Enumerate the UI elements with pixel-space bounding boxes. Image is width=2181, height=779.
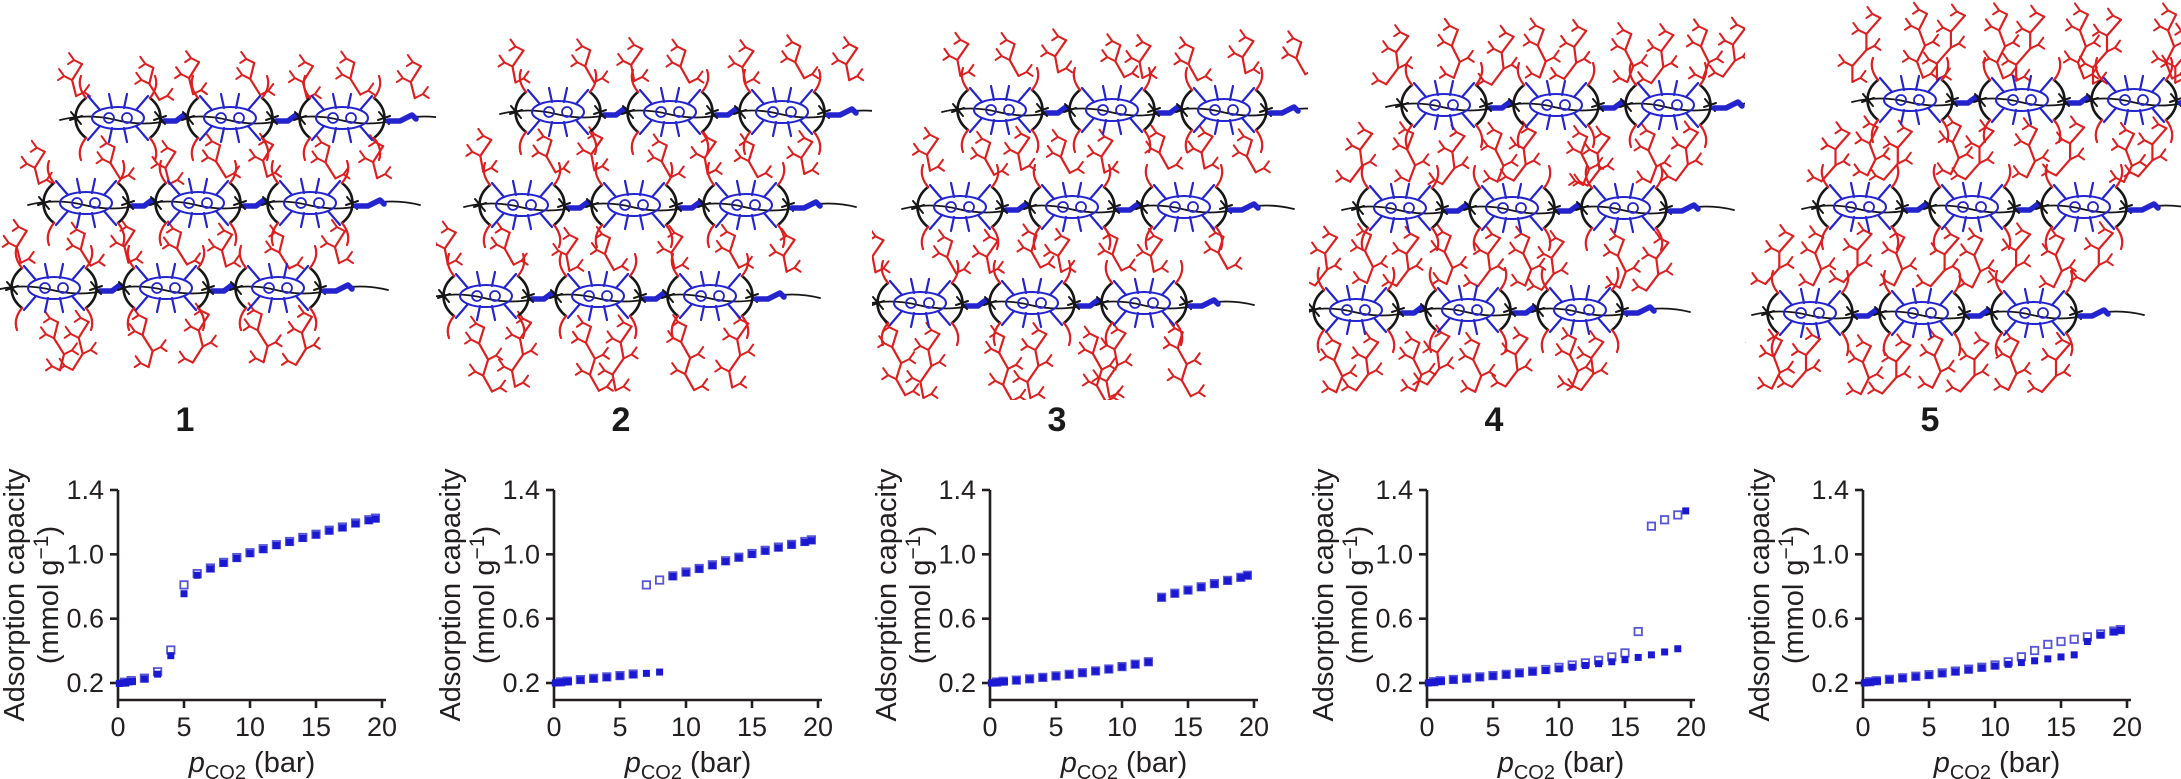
- svg-text:1.4: 1.4: [1811, 475, 1849, 505]
- svg-text:0.6: 0.6: [1375, 604, 1413, 634]
- svg-text:5: 5: [1048, 712, 1063, 742]
- svg-text:1.0: 1.0: [66, 539, 104, 569]
- svg-text:0.6: 0.6: [1811, 604, 1849, 634]
- svg-text:1.4: 1.4: [938, 475, 976, 505]
- svg-text:1.0: 1.0: [938, 539, 976, 569]
- svg-text:Adsorption capacity: Adsorption capacity: [872, 468, 903, 722]
- svg-text:pCO2 (bar): pCO2 (bar): [1060, 747, 1188, 779]
- svg-text:15: 15: [1173, 712, 1203, 742]
- adsorption-isotherm-chart-1: 0.2 0.6 1.0 1.4 0 5 10 15 20 pCO2 (bar) Adsorption…: [0, 468, 397, 779]
- svg-text:1.4: 1.4: [1375, 475, 1413, 505]
- svg-text:5: 5: [612, 712, 627, 742]
- svg-text:pCO2 (bar): pCO2 (bar): [188, 747, 316, 779]
- panel-label-1: 1: [175, 401, 195, 439]
- svg-text:0.2: 0.2: [1375, 668, 1413, 698]
- crystal-structure-2: [436, 34, 872, 393]
- adsorption-isotherm-chart-5: 0.2 0.6 1.0 1.4 0 5 10 15 20 pCO2 (bar) Adsorption…: [1745, 468, 2142, 779]
- panel-label-4: 4: [1484, 401, 1504, 439]
- crystal-structure-1: [0, 50, 436, 372]
- svg-text:0.2: 0.2: [66, 668, 104, 698]
- svg-text:pCO2 (bar): pCO2 (bar): [624, 747, 752, 779]
- svg-text:0: 0: [546, 712, 561, 742]
- svg-text:5: 5: [176, 712, 191, 742]
- svg-text:0.2: 0.2: [1811, 668, 1849, 698]
- svg-text:15: 15: [301, 712, 331, 742]
- panel-1: 1 0.2 0.6 1.0 1.4 0 5 10 15 20 pCO2 (bar) Adsorpti…: [0, 0, 436, 779]
- svg-text:10: 10: [235, 712, 265, 742]
- svg-text:15: 15: [1610, 712, 1640, 742]
- svg-text:20: 20: [1676, 712, 1706, 742]
- svg-text:15: 15: [737, 712, 767, 742]
- svg-text:10: 10: [1544, 712, 1574, 742]
- adsorption-isotherm-chart-4: 0.2 0.6 1.0 1.4 0 5 10 15 20 pCO2 (bar) Adsorption…: [1309, 468, 1706, 779]
- panel-2: 2 0.2 0.6 1.0 1.4 0 5 10 15 20 pCO2 (bar) Adsorpti…: [436, 0, 872, 779]
- svg-text:0: 0: [982, 712, 997, 742]
- svg-text:(mmol g−1): (mmol g−1): [466, 526, 501, 664]
- crystal-structure-5: [1745, 1, 2181, 396]
- panel-5: 5 0.2 0.6 1.0 1.4 0 5 10 15 20 pCO2 (bar) Adsorpti…: [1745, 0, 2181, 779]
- svg-text:0.6: 0.6: [938, 604, 976, 634]
- svg-text:1.0: 1.0: [1375, 539, 1413, 569]
- svg-text:Adsorption capacity: Adsorption capacity: [436, 468, 467, 722]
- svg-text:Adsorption capacity: Adsorption capacity: [1745, 468, 1776, 722]
- svg-text:10: 10: [1980, 712, 2010, 742]
- crystal-structure-3: [872, 28, 1308, 400]
- panel-label-2: 2: [611, 401, 631, 439]
- svg-text:15: 15: [2046, 712, 2076, 742]
- svg-text:20: 20: [803, 712, 833, 742]
- svg-text:0.2: 0.2: [502, 668, 540, 698]
- svg-text:1.0: 1.0: [502, 539, 540, 569]
- svg-text:10: 10: [1107, 712, 1137, 742]
- svg-text:(mmol g−1): (mmol g−1): [30, 526, 65, 664]
- svg-text:20: 20: [367, 712, 397, 742]
- svg-text:5: 5: [1921, 712, 1936, 742]
- svg-text:(mmol g−1): (mmol g−1): [902, 526, 937, 664]
- svg-text:1.0: 1.0: [1811, 539, 1849, 569]
- svg-text:1.4: 1.4: [66, 475, 104, 505]
- panel-label-3: 3: [1047, 401, 1067, 439]
- svg-text:Adsorption capacity: Adsorption capacity: [0, 468, 31, 722]
- panel-3: 3 0.2 0.6 1.0 1.4 0 5 10 15 20 pCO2 (bar) Adsorpti…: [872, 0, 1308, 779]
- svg-text:(mmol g−1): (mmol g−1): [1339, 526, 1374, 664]
- svg-text:(mmol g−1): (mmol g−1): [1775, 526, 1810, 664]
- adsorption-isotherm-chart-2: 0.2 0.6 1.0 1.4 0 5 10 15 20 pCO2 (bar) Adsorption…: [436, 468, 833, 779]
- svg-text:0.2: 0.2: [938, 668, 976, 698]
- svg-text:Adsorption capacity: Adsorption capacity: [1309, 468, 1340, 722]
- svg-text:pCO2 (bar): pCO2 (bar): [1933, 747, 2061, 779]
- svg-text:20: 20: [2112, 712, 2142, 742]
- crystal-structure-4: [1309, 16, 1745, 394]
- svg-text:5: 5: [1485, 712, 1500, 742]
- svg-text:0: 0: [1855, 712, 1870, 742]
- svg-text:1.4: 1.4: [502, 475, 540, 505]
- panel-label-5: 5: [1920, 401, 1940, 439]
- svg-text:0: 0: [1419, 712, 1434, 742]
- adsorption-isotherm-chart-3: 0.2 0.6 1.0 1.4 0 5 10 15 20 pCO2 (bar) Adsorption…: [872, 468, 1269, 779]
- svg-text:0.6: 0.6: [502, 604, 540, 634]
- panel-4: 4 0.2 0.6 1.0 1.4 0 5 10 15 20 pCO2 (bar) Adsorpti…: [1309, 0, 1745, 779]
- svg-text:20: 20: [1239, 712, 1269, 742]
- svg-text:0: 0: [110, 712, 125, 742]
- svg-text:10: 10: [671, 712, 701, 742]
- svg-text:pCO2 (bar): pCO2 (bar): [1497, 747, 1625, 779]
- svg-text:0.6: 0.6: [66, 604, 104, 634]
